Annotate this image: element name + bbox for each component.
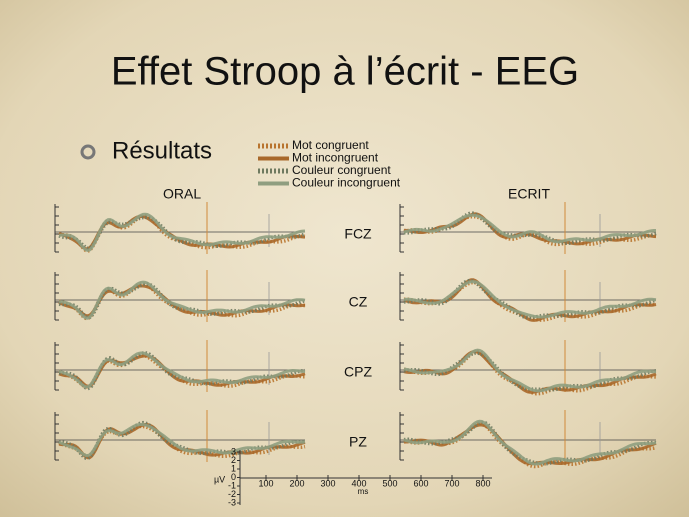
column-label: ORAL bbox=[163, 186, 201, 202]
scale-tick-label: 100 bbox=[258, 478, 273, 488]
scale-tick-label: 800 bbox=[475, 478, 490, 488]
scale-tick-label: 400 bbox=[351, 478, 366, 488]
bullet-text: Résultats bbox=[112, 137, 212, 164]
scale-tick-label: 500 bbox=[382, 478, 397, 488]
scale-tick-label: 300 bbox=[320, 478, 335, 488]
scale-tick-label: 600 bbox=[413, 478, 428, 488]
electrode-label: FCZ bbox=[344, 226, 372, 242]
waveform bbox=[403, 278, 657, 322]
scale-tick-label: 3 bbox=[231, 446, 236, 456]
column-label: ECRIT bbox=[508, 186, 550, 202]
waveform bbox=[403, 213, 656, 244]
waveform bbox=[58, 282, 306, 321]
legend-label: Couleur congruent bbox=[292, 163, 391, 177]
scale-unit: ms bbox=[358, 487, 369, 496]
panels: FCZ CZ CPZ PZ bbox=[54, 202, 657, 469]
scale-tick-label: 0 bbox=[231, 472, 236, 482]
waveform bbox=[58, 351, 306, 389]
scale-tick-label: 200 bbox=[289, 478, 304, 488]
scale-tick-label: -3 bbox=[228, 497, 236, 507]
waveform bbox=[403, 348, 657, 393]
scale-unit: µV bbox=[214, 474, 225, 484]
legend-label: Couleur incongruent bbox=[292, 176, 401, 190]
waveform bbox=[403, 278, 657, 320]
waveform bbox=[403, 211, 657, 246]
legend-label: Mot incongruent bbox=[292, 151, 379, 165]
waveform bbox=[58, 212, 306, 252]
waveform bbox=[403, 280, 657, 319]
bullet-icon bbox=[80, 144, 96, 160]
electrode-label: CPZ bbox=[344, 364, 372, 380]
scale-tick-label: -2 bbox=[228, 489, 236, 499]
scale-tick-label: 2 bbox=[231, 455, 236, 465]
slide-title: Effet Stroop à l’écrit - EEG bbox=[111, 50, 579, 94]
electrode-label: CZ bbox=[349, 294, 368, 310]
electrode-label: PZ bbox=[349, 434, 367, 450]
scale-tick-label: 1 bbox=[231, 463, 236, 473]
waveform bbox=[58, 422, 306, 458]
scale-tick-label: -1 bbox=[228, 480, 236, 490]
waveform bbox=[58, 280, 306, 320]
scale-tick-label: 700 bbox=[444, 478, 459, 488]
waveform bbox=[403, 419, 657, 466]
legend-label: Mot congruent bbox=[292, 138, 369, 152]
